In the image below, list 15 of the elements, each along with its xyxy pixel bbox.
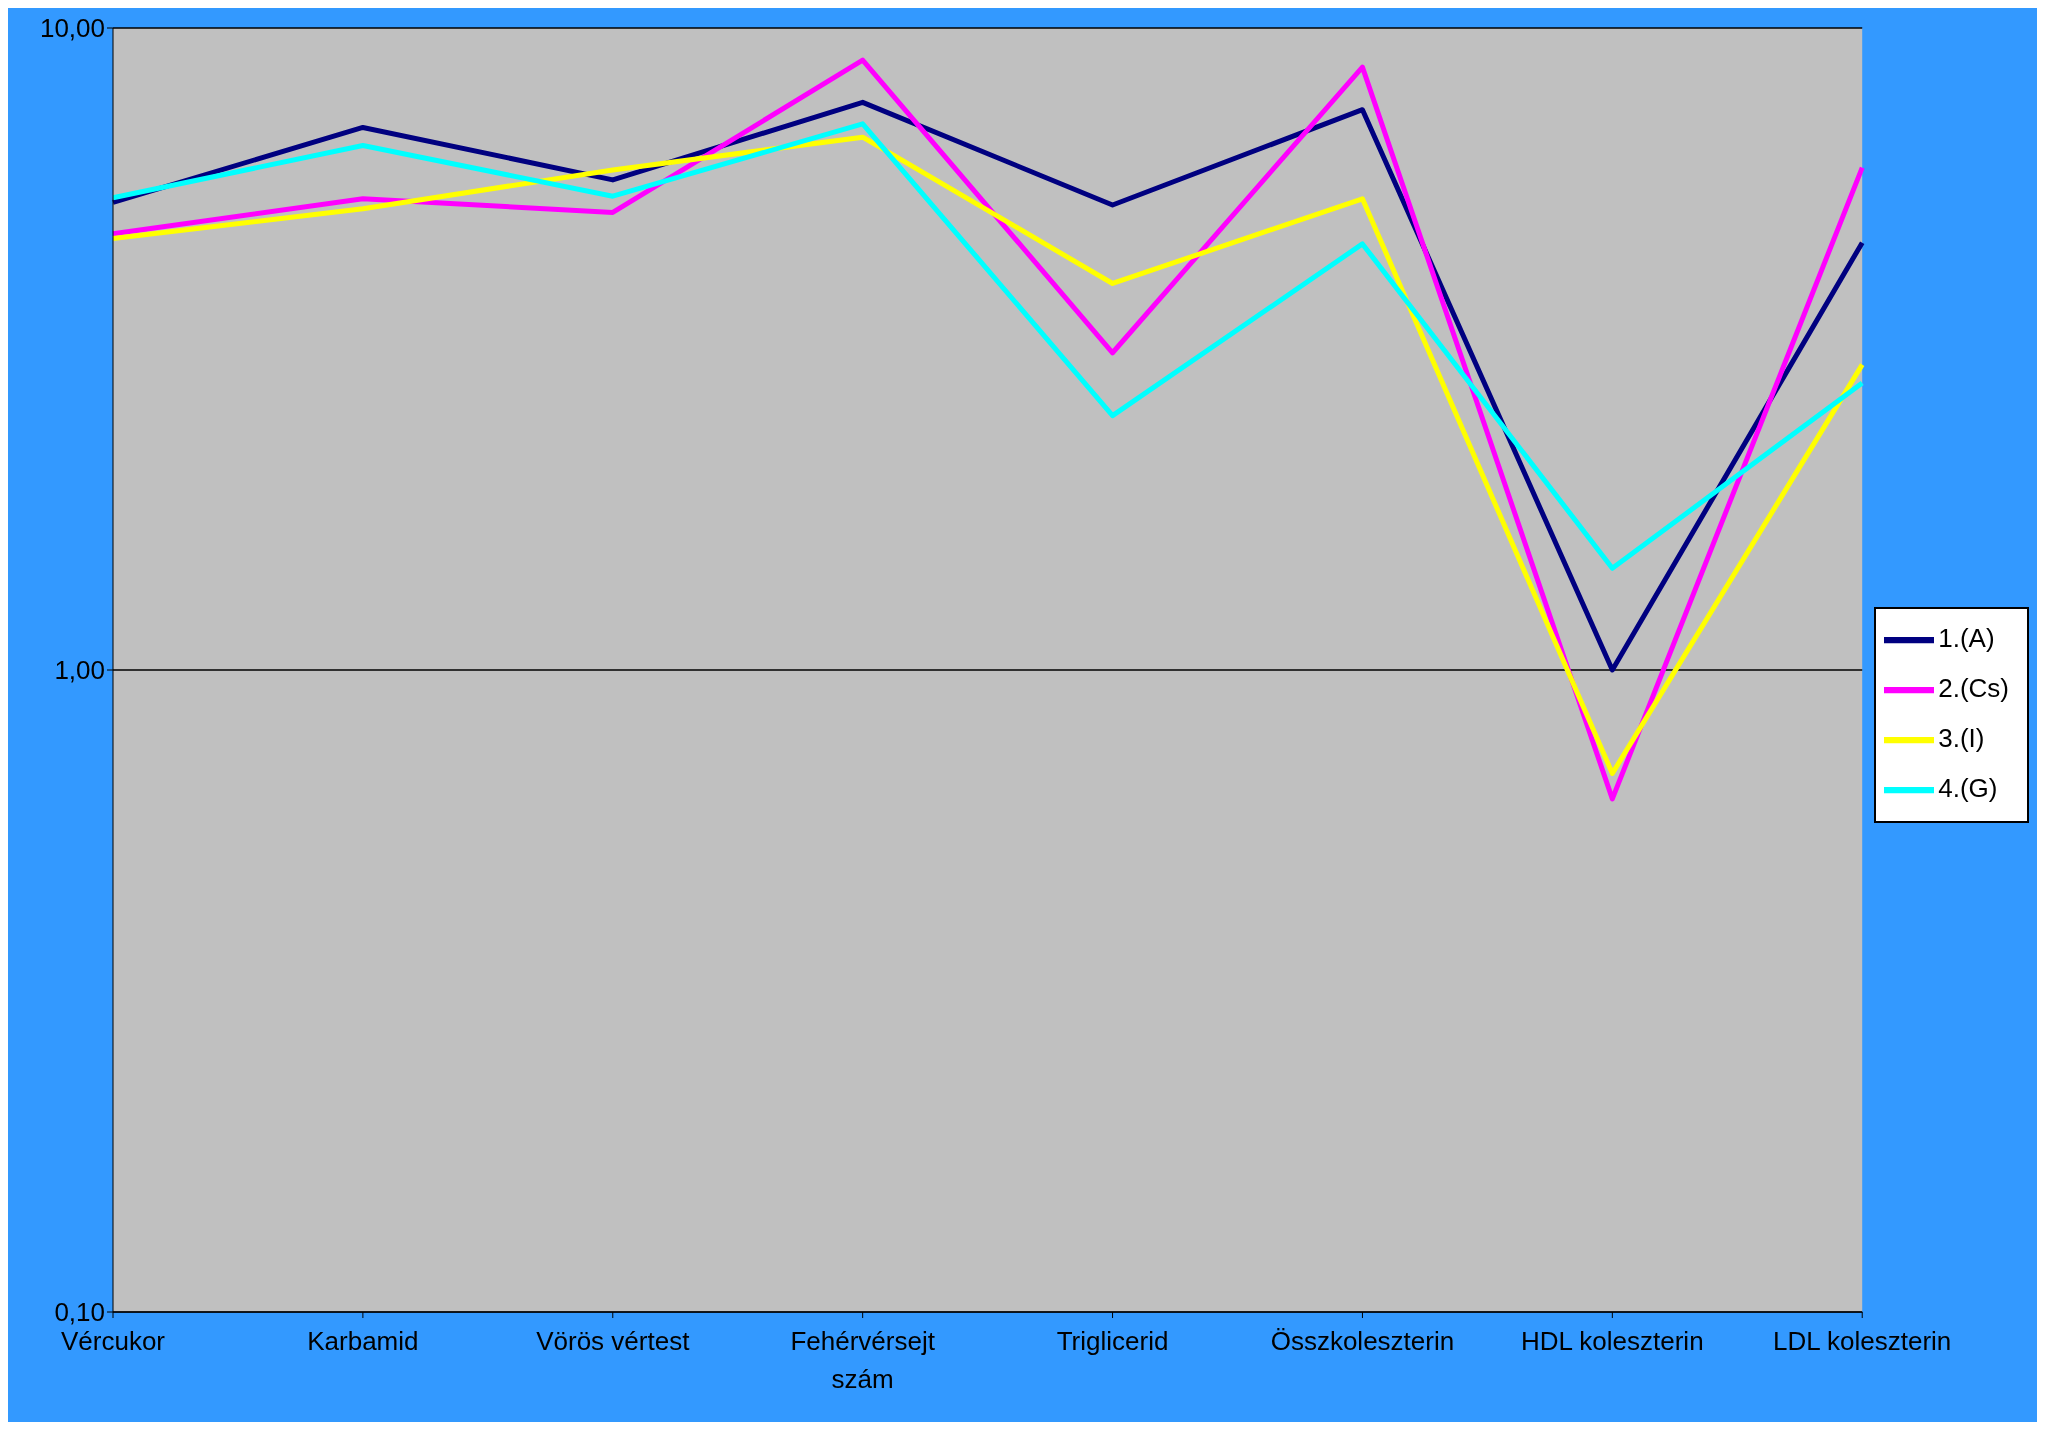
x-tick-label: HDL koleszterin [1521,1326,1704,1356]
legend-label: 3.(I) [1938,722,1985,753]
x-tick-label: Karbamid [307,1326,419,1356]
x-tick-label: Fehérvérsejt szám [790,1326,936,1394]
legend-label: 1.(A) [1938,622,1995,653]
x-tick-label: Összkoleszterin [1270,1326,1455,1356]
x-tick-label: Vörös vértest [536,1326,691,1356]
y-tick-label: 1,00 [54,655,105,686]
x-tick-label: Vércukor [60,1326,166,1356]
legend-label: 2.(Cs) [1938,672,2009,703]
y-tick-label: 0,10 [54,1297,105,1328]
legend-label: 4.(G) [1938,772,1998,803]
x-tick-label: LDL koleszterin [1773,1326,1952,1356]
y-tick-label: 10,00 [39,13,105,44]
x-tick-label: Triglicerid [1056,1326,1169,1356]
